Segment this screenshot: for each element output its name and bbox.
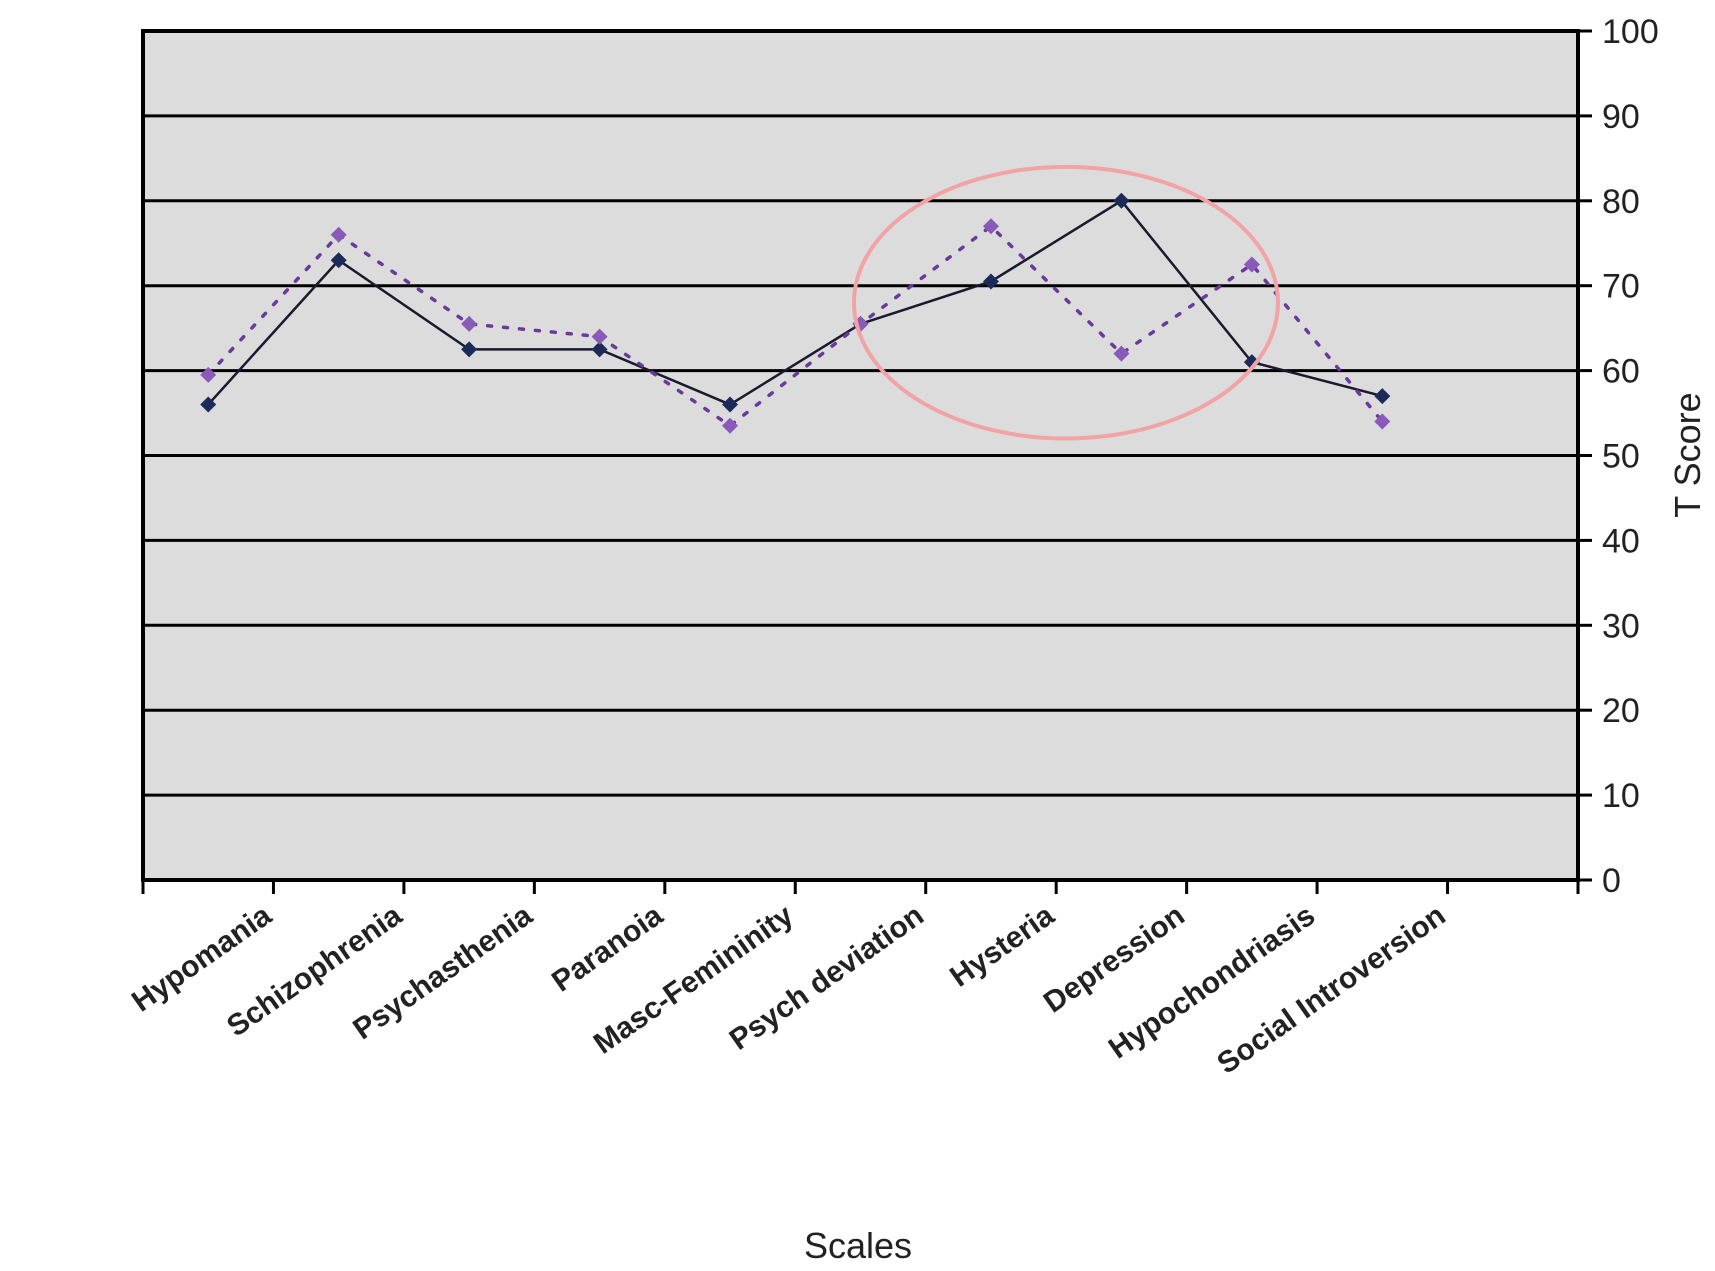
data-point-solid — [591, 341, 608, 358]
y-tick-label: 30 — [1602, 607, 1640, 645]
y-tick-label: 70 — [1602, 268, 1640, 306]
data-point-dotted — [591, 328, 608, 345]
data-point-dotted — [1243, 256, 1260, 273]
y-tick-label: 0 — [1602, 862, 1621, 900]
y-tick-label: 100 — [1602, 13, 1659, 51]
y-tick-label: 90 — [1602, 98, 1640, 136]
data-point-solid — [200, 396, 217, 413]
data-point-dotted — [1113, 345, 1130, 362]
x-category-label: Hysteria — [944, 899, 1060, 994]
annotation-layer — [851, 164, 1280, 441]
y-tick-label: 60 — [1602, 353, 1640, 391]
y-tick-label: 40 — [1602, 522, 1640, 560]
data-point-dotted — [330, 226, 347, 243]
series-layer — [200, 192, 1391, 434]
highlight-ellipse — [851, 164, 1280, 441]
data-point-solid — [982, 273, 999, 290]
x-axis-title: Scales — [804, 1225, 912, 1266]
y-tick-label: 20 — [1602, 692, 1640, 730]
y-axis-title: T Score — [1667, 392, 1708, 517]
data-point-dotted — [200, 366, 217, 383]
data-point-solid — [461, 341, 478, 358]
x-category-label: Paranoia — [546, 899, 669, 999]
series-line-dotted — [206, 223, 1385, 428]
data-point-solid — [330, 252, 347, 269]
y-axis: 0 10 20 30 40 50 60 70 80 90 100 — [1578, 13, 1659, 900]
y-tick-label: 10 — [1602, 777, 1640, 815]
data-point-dotted — [982, 218, 999, 235]
data-point-solid — [1113, 192, 1130, 209]
data-point-dotted — [1374, 413, 1391, 430]
y-tick-label: 50 — [1602, 438, 1640, 476]
data-point-solid — [722, 396, 739, 413]
x-category-label: Social Introversion — [1211, 899, 1451, 1081]
data-point-dotted — [722, 417, 739, 434]
data-point-dotted — [461, 315, 478, 332]
y-tick-label: 80 — [1602, 183, 1640, 221]
series-line-solid — [206, 199, 1384, 406]
data-point-solid — [1374, 388, 1391, 405]
